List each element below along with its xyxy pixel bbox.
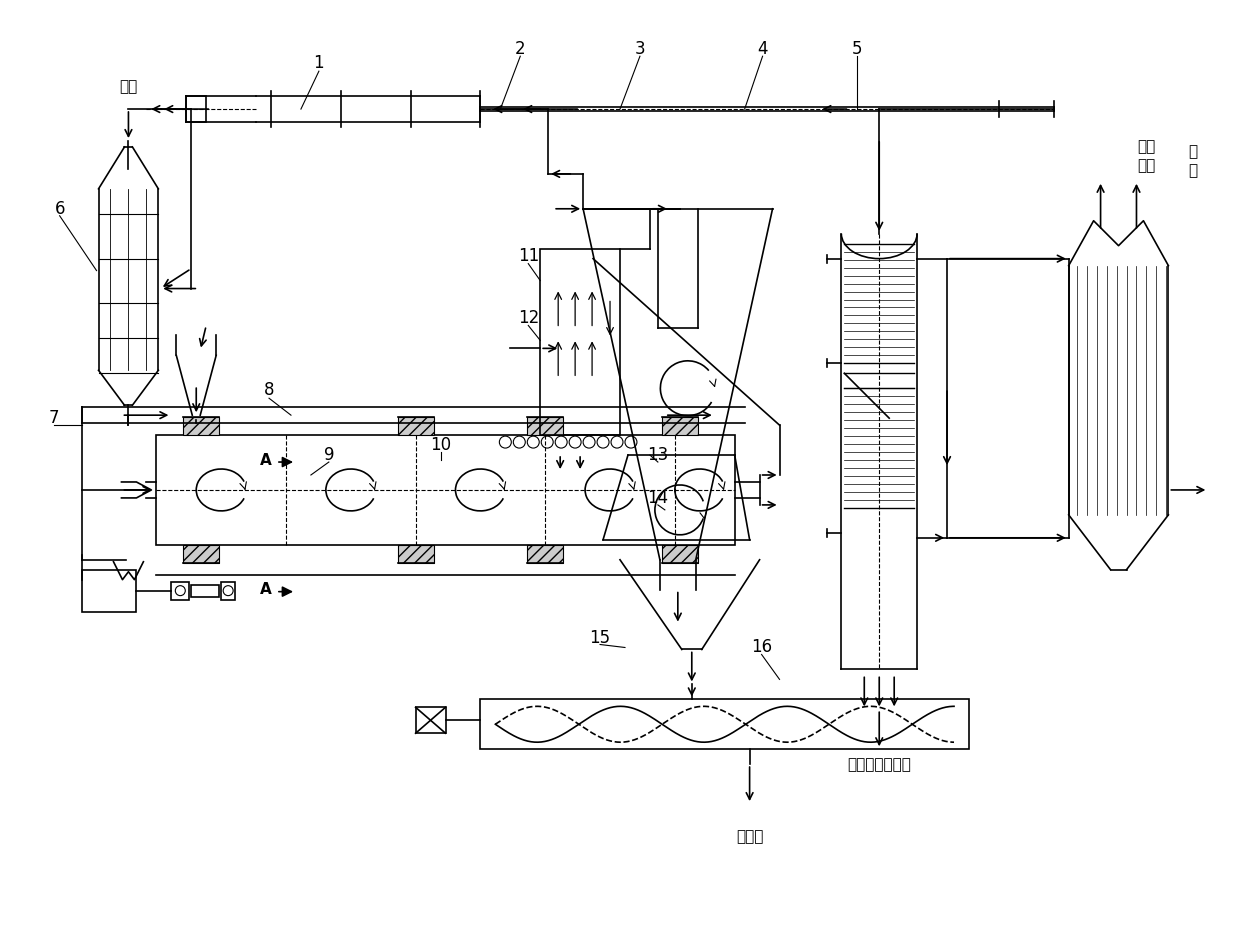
Bar [540, 249, 620, 435]
Bar [186, 96, 206, 122]
Text: 9: 9 [323, 447, 335, 464]
Bar [415, 708, 446, 733]
Bar [183, 417, 219, 435]
Text: 生物
燃气: 生物 燃气 [1137, 139, 1156, 173]
Bar [191, 585, 219, 597]
Text: 7: 7 [48, 410, 59, 428]
Bar [398, 545, 434, 563]
Bar [528, 417, 564, 435]
Bar [481, 699, 969, 749]
Text: 13: 13 [647, 447, 669, 464]
Text: 氨
气: 氨 气 [1188, 144, 1198, 178]
Text: A: A [260, 582, 271, 597]
Bar [528, 545, 564, 563]
Text: 3: 3 [634, 41, 646, 59]
Text: 含氮杂环化学品: 含氮杂环化学品 [847, 757, 911, 772]
Text: 6: 6 [55, 200, 64, 218]
Text: 1: 1 [313, 54, 325, 72]
Text: 16: 16 [751, 639, 772, 657]
Text: 15: 15 [590, 628, 611, 646]
Text: 12: 12 [518, 309, 539, 327]
Bar [171, 582, 190, 600]
Text: 14: 14 [647, 489, 669, 507]
Bar [398, 417, 434, 435]
Text: 2: 2 [515, 41, 525, 59]
Text: 5: 5 [852, 41, 862, 59]
Bar [662, 417, 698, 435]
Bar [156, 435, 735, 545]
Text: 11: 11 [518, 247, 539, 265]
Text: A: A [260, 452, 271, 467]
Text: 掺氮炭: 掺氮炭 [736, 829, 763, 844]
Bar [82, 569, 136, 612]
Text: 10: 10 [430, 436, 451, 454]
Bar [183, 545, 219, 563]
Text: 8: 8 [264, 381, 274, 399]
Bar [662, 545, 698, 563]
Text: 4: 4 [757, 41, 768, 59]
Text: 氨气: 氨气 [119, 79, 138, 94]
Bar [222, 582, 235, 600]
